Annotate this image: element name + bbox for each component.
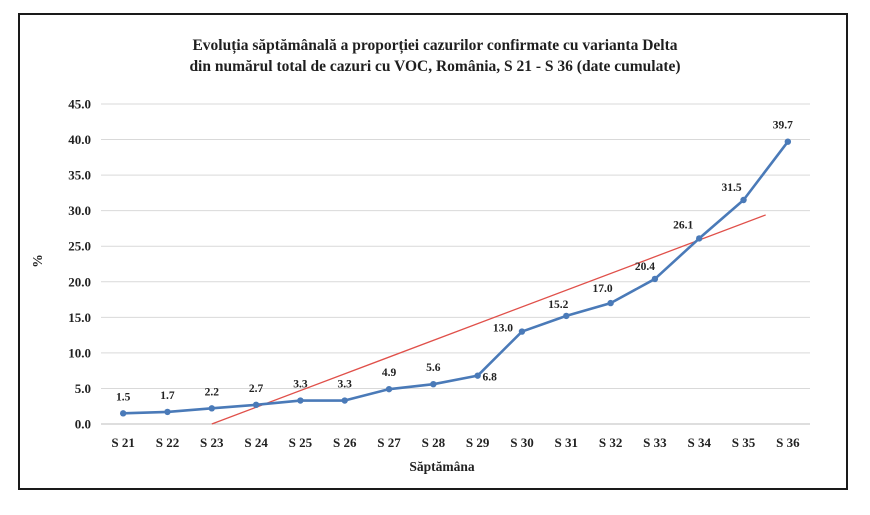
data-point (208, 405, 215, 412)
x-tick-label: S 25 (289, 435, 313, 450)
y-tick-label: 20.0 (68, 274, 91, 289)
data-point (696, 235, 703, 242)
data-point (651, 275, 659, 283)
data-label: 17.0 (593, 283, 613, 295)
data-label: 3.3 (338, 379, 353, 391)
data-point (119, 410, 127, 417)
data-point (740, 196, 747, 204)
data-label: 2.7 (249, 383, 264, 395)
data-point (341, 397, 348, 404)
y-tick-label: 15.0 (68, 310, 91, 325)
y-axis-title: % (30, 254, 45, 268)
data-label: 6.8 (482, 372, 497, 384)
data-label: 39.7 (773, 120, 793, 132)
y-axis-ticks: 0.0 5.0 10.0 15.0 20.0 25.0 30.0 35.0 40.0 45.0 (68, 97, 91, 432)
chart-frame: Evoluția săptămânală a proporției cazuri… (18, 13, 848, 490)
data-label: 13.0 (493, 323, 513, 335)
series-layer (119, 138, 792, 417)
data-label: 5.6 (426, 362, 441, 374)
x-tick-label: S 31 (555, 435, 578, 450)
data-point (164, 408, 171, 416)
x-tick-label: S 35 (732, 435, 756, 450)
x-tick-label: S 32 (599, 435, 622, 450)
x-tick-label: S 23 (200, 435, 224, 450)
data-label: 15.2 (548, 299, 568, 311)
x-tick-label: S 36 (776, 435, 800, 450)
data-point (784, 138, 792, 145)
y-tick-label: 25.0 (68, 239, 91, 254)
x-axis-title: Săptămâna (409, 459, 475, 474)
data-label: 26.1 (673, 219, 693, 231)
data-labels: 1.5 1.7 2.2 2.7 3.3 3.3 4.9 5.6 6.8 13.0 15.2 17.0 2… (116, 120, 793, 404)
x-tick-label: S 27 (377, 435, 401, 450)
data-label: 1.5 (116, 391, 131, 403)
x-tick-label: S 30 (510, 435, 533, 450)
data-point (474, 372, 481, 379)
y-tick-label: 30.0 (68, 203, 91, 218)
data-label: 1.7 (160, 390, 175, 402)
data-label: 3.3 (293, 379, 308, 391)
data-label: 4.9 (382, 367, 397, 379)
chart-subtitle: din numărul total de cazuri cu VOC, Româ… (189, 58, 680, 75)
chart: Evoluția săptămânală a proporției cazuri… (30, 37, 810, 474)
data-point (252, 401, 260, 408)
y-tick-label: 40.0 (68, 132, 91, 147)
x-tick-label: S 28 (422, 435, 446, 450)
data-label: 2.2 (205, 386, 220, 398)
data-point (518, 328, 526, 335)
x-tick-label: S 24 (244, 435, 268, 450)
x-tick-label: S 26 (333, 435, 357, 450)
series-line (123, 140, 789, 415)
x-tick-label: S 33 (643, 435, 667, 450)
x-axis-ticks: S 21 S 22 S 23 S 24 S 25 S 26 S 27 S 28 S 29 S 30… (111, 435, 800, 450)
data-point (607, 299, 614, 307)
data-point (563, 312, 570, 320)
chart-title: Evoluția săptămânală a proporției cazuri… (192, 37, 677, 54)
data-label: 20.4 (635, 261, 655, 273)
data-point (297, 397, 304, 404)
data-label: 31.5 (721, 182, 741, 194)
trendline (211, 214, 766, 425)
gridlines (101, 103, 810, 425)
x-tick-label: S 22 (156, 435, 179, 450)
y-tick-label: 0.0 (75, 417, 91, 432)
y-tick-label: 35.0 (68, 168, 91, 183)
data-point (430, 380, 437, 388)
trendline-layer (211, 214, 766, 425)
x-tick-label: S 21 (111, 435, 134, 450)
y-tick-label: 5.0 (75, 381, 91, 396)
y-tick-label: 10.0 (68, 345, 91, 360)
y-tick-label: 45.0 (68, 97, 91, 112)
x-tick-label: S 34 (687, 435, 711, 450)
x-tick-label: S 29 (466, 435, 490, 450)
data-point (385, 385, 393, 393)
